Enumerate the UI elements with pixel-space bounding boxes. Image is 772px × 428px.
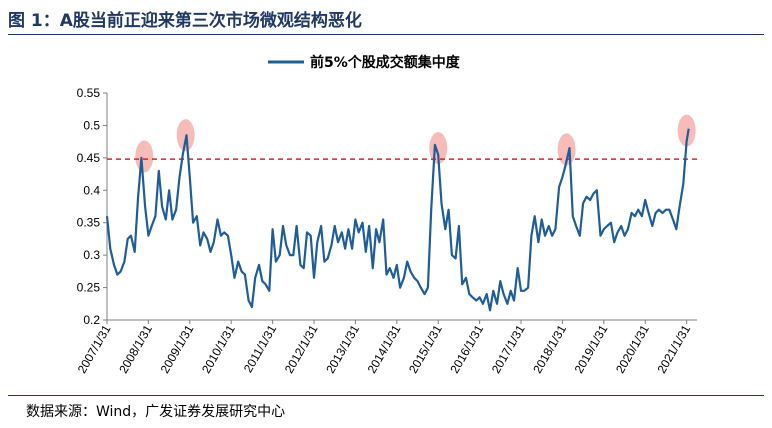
series-line [105,128,690,312]
figure-title: 图 1：A股当前正迎来第三次市场微观结构恶化 [8,11,362,31]
legend-label: 前5%个股成交额集中度 [310,54,461,71]
x-tick-label: 2019/1/31 [572,322,611,376]
top-rule [8,34,764,35]
x-tick-label: 2010/1/31 [199,322,238,376]
y-tick-label: 0.35 [77,216,101,230]
x-tick-label: 2016/1/31 [447,322,486,376]
x-tick-label: 2007/1/31 [75,322,114,376]
y-tick-label: 0.3 [83,248,100,262]
x-tick-label: 2021/1/31 [654,322,693,376]
y-tick-label: 0.5 [83,118,100,132]
axes [103,92,697,324]
x-tick-label: 2011/1/31 [241,322,280,375]
x-tick-label: 2009/1/31 [158,322,197,376]
y-tick-label: 0.25 [77,281,101,295]
bottom-rule [8,395,764,396]
x-tick-label: 2012/1/31 [282,322,321,376]
x-tick-labels: 2007/1/31 2008/1/31 2009/1/31 2010/1/31 2011… [75,322,694,376]
y-tick-labels: 0.2 0.25 0.3 0.35 0.4 0.45 0.5 0.55 [77,86,101,327]
x-tick-label: 2015/1/31 [406,322,445,376]
x-tick-label: 2013/1/31 [323,322,362,376]
x-tick-label: 2017/1/31 [489,322,528,376]
peak-highlight-4 [557,133,576,166]
x-tick-label: 2018/1/31 [530,322,569,376]
source-note: 数据来源：Wind，广发证券发展研究中心 [26,404,286,420]
y-tick-label: 0.4 [83,183,100,197]
peak-highlight-1 [135,140,154,173]
x-tick-label: 2020/1/31 [613,322,652,376]
peak-highlights [135,114,696,173]
legend: 前5%个股成交额集中度 [268,54,461,71]
y-tick-label: 0.2 [83,313,100,327]
x-tick-label: 2014/1/31 [365,322,404,376]
y-tick-label: 0.45 [77,151,101,165]
peak-highlight-5 [677,114,696,147]
x-tick-label: 2008/1/31 [116,322,155,376]
y-tick-label: 0.55 [77,86,101,100]
